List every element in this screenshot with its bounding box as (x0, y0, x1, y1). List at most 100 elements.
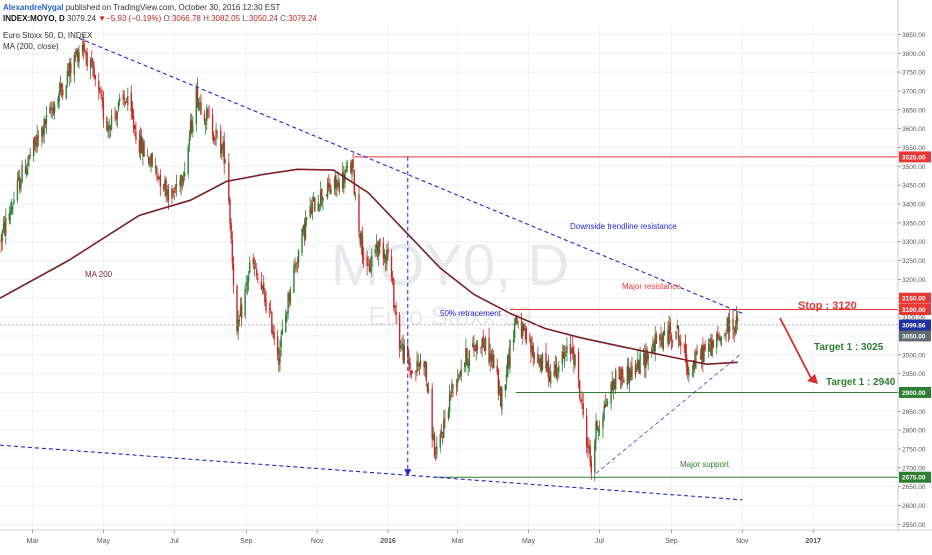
ma-indicator-title[interactable]: MA (200, close) (3, 42, 59, 51)
candle-body (482, 336, 484, 348)
candle-body (569, 343, 572, 355)
price-tick-label: 3800.00 (902, 51, 926, 58)
candle-body (52, 107, 55, 114)
candle-body (512, 339, 515, 342)
candle-body (524, 328, 526, 331)
candle-body (5, 217, 7, 236)
candle-body (289, 291, 292, 304)
candle-body (86, 52, 88, 67)
price-tick-label: 3400.00 (902, 202, 926, 209)
candle-body (91, 58, 93, 63)
candle-body (663, 330, 666, 335)
candle-body (390, 256, 393, 278)
candle-body (691, 373, 694, 375)
candle-body (597, 428, 599, 433)
candle-body (660, 336, 662, 338)
candle-body (463, 362, 466, 367)
last-price: 3079.24 (67, 14, 96, 23)
candle-body (480, 347, 482, 349)
candle-body (108, 125, 110, 130)
candle-body (374, 249, 376, 254)
candle-body (653, 342, 655, 354)
candle-body (694, 360, 696, 368)
time-tick-label: Nov (311, 538, 324, 545)
candle-body (501, 387, 503, 410)
candle-body (147, 156, 150, 164)
candle-body (391, 277, 394, 281)
candle-body (642, 354, 645, 357)
candle-body (628, 368, 631, 383)
chart-legend[interactable]: Euro Stoxx 50, D, INDEX MA (200, close) (3, 30, 92, 52)
candle-body (245, 282, 247, 286)
retracement-arrow-head (404, 469, 412, 477)
candle-body (345, 168, 347, 173)
candle-body (654, 333, 656, 351)
candle-body (297, 250, 300, 263)
price-axis-bg (898, 0, 932, 550)
candle-body (117, 102, 120, 110)
time-tick-label: Jul (595, 538, 604, 545)
candle-body (677, 325, 680, 339)
candle-body (613, 380, 616, 389)
target-arrow-line (779, 317, 814, 383)
price-tag (899, 330, 931, 342)
candle-body (10, 207, 13, 213)
price-tick-label: 3450.00 (902, 183, 926, 190)
candle-body (703, 347, 705, 363)
candle-body (570, 349, 573, 352)
candle-body (252, 258, 254, 265)
candle-body (637, 359, 639, 370)
candle-body (318, 204, 321, 206)
price-tag (899, 386, 931, 398)
candle-body (423, 363, 425, 367)
candle-body (69, 62, 71, 76)
candle-body (387, 248, 389, 254)
annotation-ma200: MA 200 (85, 270, 113, 279)
candle-body (639, 353, 641, 375)
candle-body (228, 162, 230, 202)
candle-body (2, 224, 5, 230)
candle-body (13, 199, 15, 203)
candle-body (541, 354, 544, 370)
candle-body (651, 348, 653, 354)
publisher-name[interactable]: AlexandreNygal (3, 3, 64, 12)
candle-body (114, 113, 116, 115)
candle-body (232, 263, 235, 285)
candle-body (418, 363, 421, 367)
candle-body (368, 265, 371, 272)
candle-body (562, 352, 565, 359)
candle-body (696, 350, 698, 354)
candle-body (158, 177, 160, 180)
candle-body (733, 333, 735, 334)
candle-body (192, 125, 194, 133)
open-value: 3066.78 (171, 14, 201, 23)
candle-body (411, 372, 414, 374)
series-title[interactable]: Euro Stoxx 50, D, INDEX (3, 31, 93, 40)
candle-body (278, 357, 280, 365)
candle-body (375, 244, 378, 249)
candle-body (704, 344, 706, 351)
candle-body (166, 189, 168, 196)
candle-body (295, 264, 297, 266)
candle-body (711, 340, 713, 356)
candle-body (350, 162, 352, 173)
candle-body (157, 175, 159, 179)
candle-body (439, 434, 441, 448)
candle-body (491, 354, 494, 362)
candle-body (581, 399, 583, 401)
candle-body (74, 56, 77, 58)
candle-body (171, 188, 173, 199)
candle-body (247, 275, 250, 282)
candle-body (167, 189, 170, 201)
candle-body (631, 366, 633, 380)
candle-body (85, 54, 87, 56)
candle-body (27, 161, 29, 167)
candle-body (563, 352, 566, 362)
candle-body (59, 83, 62, 93)
candles-group (0, 34, 739, 482)
candle-body (558, 366, 560, 373)
candle-body (451, 383, 453, 394)
candle-body (62, 89, 64, 96)
